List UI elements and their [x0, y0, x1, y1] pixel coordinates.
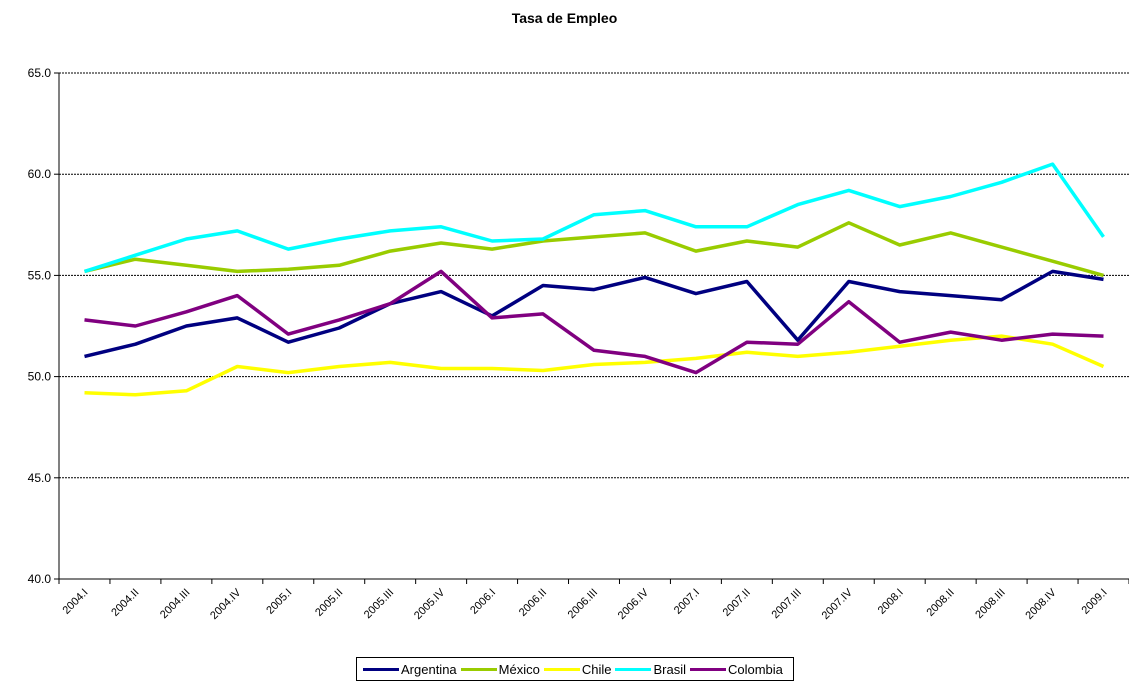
legend-label: México	[498, 661, 540, 677]
series-line-colombia	[84, 269, 1104, 375]
x-tick-label: 2004.II	[109, 587, 141, 619]
legend-label: Brasil	[653, 661, 686, 677]
series-line-chile	[84, 334, 1105, 397]
x-tick-label: 2007.III	[769, 587, 803, 621]
legend-item: México	[460, 661, 540, 677]
y-tick-label: 40.0	[28, 572, 52, 586]
y-tick-label: 65.0	[28, 66, 52, 80]
axes	[54, 72, 1129, 584]
series-line-méxico	[84, 221, 1104, 278]
x-tick-label: 2008.III	[973, 587, 1007, 621]
series-line-brasil	[83, 162, 1105, 274]
chart-title: Tasa de Empleo	[511, 10, 618, 26]
legend-swatch	[689, 667, 726, 671]
gridlines	[59, 72, 1129, 479]
legend-swatch	[615, 667, 652, 671]
x-tick-label: 2005.III	[362, 587, 396, 621]
legend-label: Chile	[581, 661, 612, 677]
x-tick-labels: 2004.I 2004.II 2004.III 2004.IV 2005.I 2005.I…	[60, 586, 1109, 622]
legend-item: Chile	[543, 661, 612, 677]
y-tick-label: 50.0	[28, 370, 52, 384]
legend-item: Brasil	[615, 662, 686, 677]
legend-item: Argentina	[363, 662, 457, 677]
x-tick-label: 2006.III	[566, 587, 600, 621]
x-tick-label: 2004.III	[158, 587, 192, 621]
x-tick-label: 2004.IV	[208, 586, 244, 622]
x-tick-label: 2006.IV	[616, 586, 652, 622]
x-tick-label: 2006.II	[517, 587, 549, 619]
x-tick-label: 2007.I	[672, 587, 702, 617]
x-tick-label: 2005.I	[264, 587, 294, 617]
legend-label: Colombia	[727, 661, 783, 677]
x-tick-label: 2008.II	[925, 587, 957, 619]
x-tick-label: 2005.II	[313, 587, 345, 619]
series-lines	[83, 162, 1105, 397]
series-line-argentina	[84, 269, 1104, 359]
x-tick-label: 2007.IV	[820, 586, 856, 622]
x-tick-label: 2005.IV	[412, 586, 448, 622]
legend-swatch	[460, 667, 497, 671]
x-tick-label: 2007.II	[721, 587, 753, 619]
legend-item: Colombia	[689, 661, 783, 677]
legend-swatch	[363, 667, 399, 671]
x-tick-label: 2009.I	[1080, 587, 1110, 617]
x-tick-label: 2008.I	[876, 587, 906, 617]
legend-label: Argentina	[401, 661, 457, 677]
y-tick-label: 45.0	[28, 471, 52, 485]
x-tick-label: 2006.I	[468, 587, 498, 617]
y-tick-label: 60.0	[28, 167, 52, 181]
x-tick-label: 2008.IV	[1023, 586, 1059, 622]
legend-swatch	[543, 667, 580, 671]
y-tick-label: 55.0	[28, 268, 52, 282]
legend: Argentina México Chile Brasil Colombia	[356, 657, 794, 681]
x-tick-label: 2004.I	[60, 587, 90, 617]
y-tick-labels: 40.0 45.0 50.0 55.0 60.0 65.0	[28, 66, 52, 586]
